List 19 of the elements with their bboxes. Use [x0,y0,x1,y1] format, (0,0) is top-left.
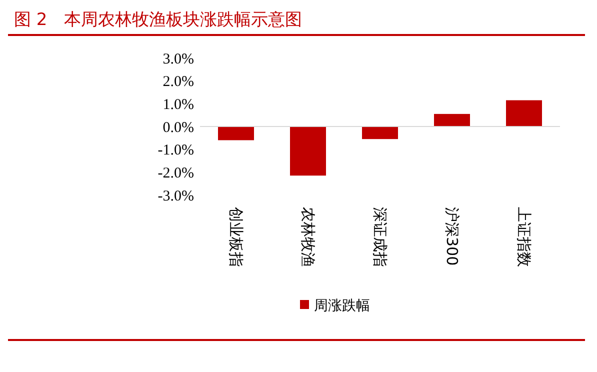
y-tick-label: -1.0% [158,142,194,159]
y-tick-label: 0.0% [162,120,194,136]
bar [290,126,326,176]
x-tick-label: 创业板指 [226,207,245,267]
y-tick-label: -2.0% [158,165,194,182]
x-tick-label: 农林牧渔 [298,207,317,267]
chart-title: 图 2 本周农林牧渔板块涨跌幅示意图 [14,10,302,30]
y-tick-label: 2.0% [162,74,194,90]
x-tick-label: 沪深300 [442,207,461,266]
y-tick-label: 1.0% [162,96,194,113]
y-tick-label: 3.0% [162,51,194,68]
bar [506,100,542,126]
legend-label: 周涨跌幅 [314,298,370,314]
y-tick-label: -3.0% [158,188,194,204]
bar [218,126,254,140]
bar [362,126,398,140]
x-tick-label: 深证成指 [370,207,389,267]
x-tick-label: 上证指数 [514,207,533,267]
bar [434,114,470,126]
